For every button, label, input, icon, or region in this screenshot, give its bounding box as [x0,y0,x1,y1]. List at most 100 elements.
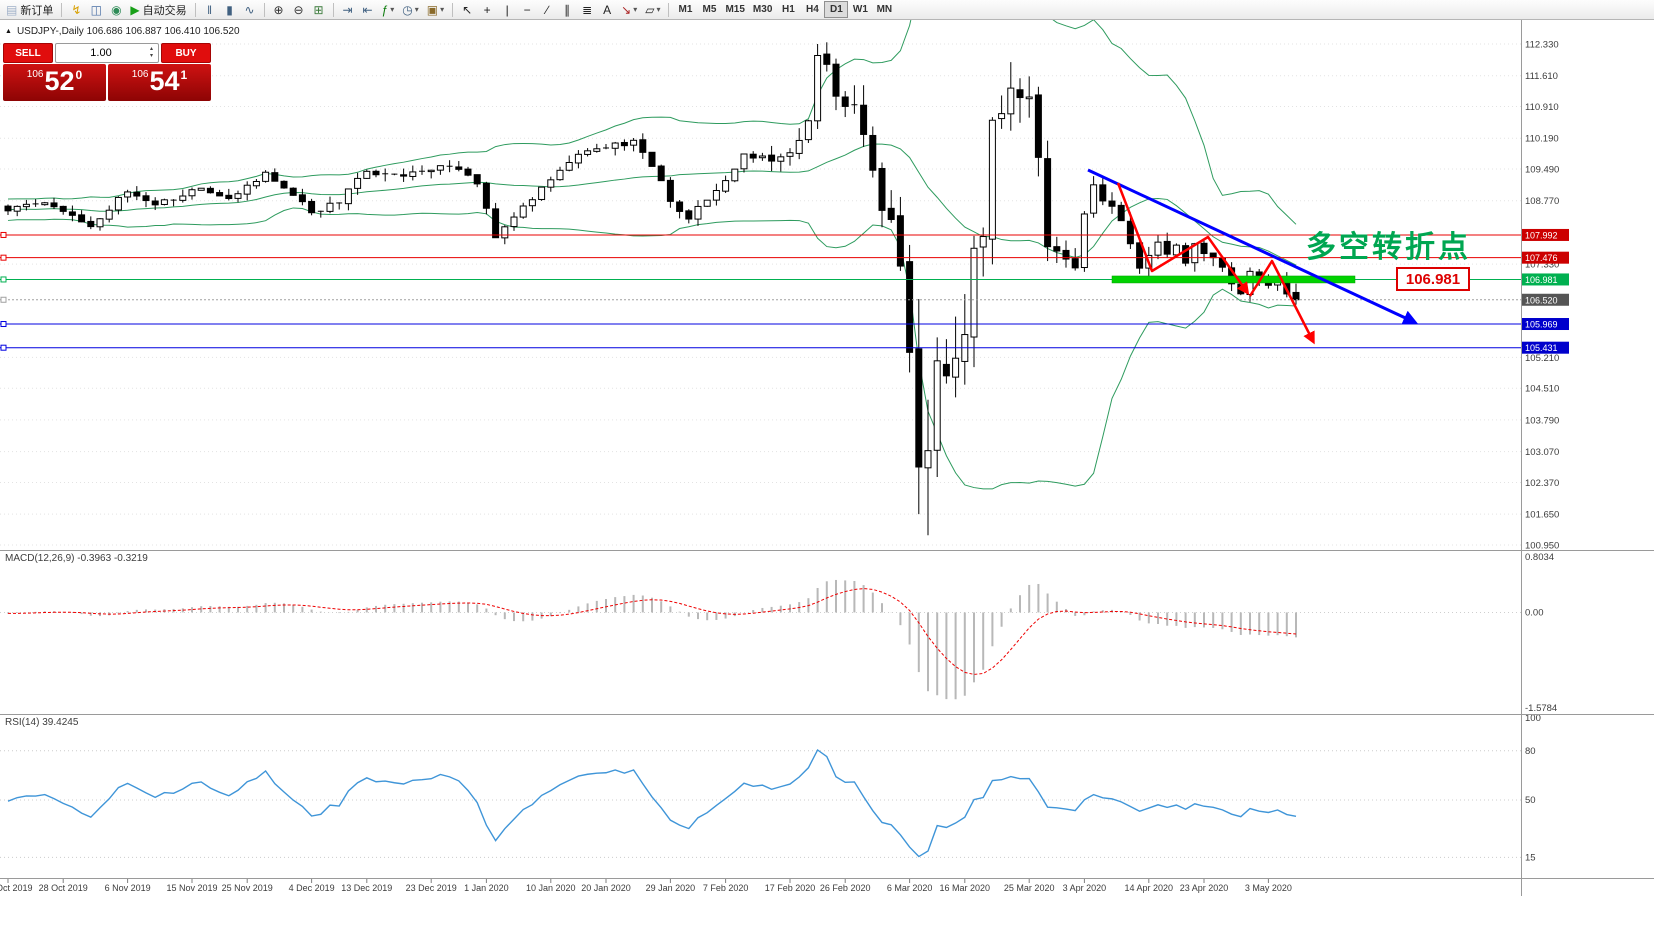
tf-m1[interactable]: M1 [678,4,693,15]
rsi-label: RSI(14) 39.4245 [5,717,79,728]
periods-icon[interactable]: ◷ ▾ [398,1,423,19]
volume-spinner[interactable]: ▴ ▾ [146,44,157,62]
svg-text:112.330: 112.330 [1525,40,1559,51]
new-order-button: ▤ [6,2,18,17]
svg-text:13 Dec 2019: 13 Dec 2019 [341,883,392,893]
sell-label-button[interactable]: SELL [3,43,53,63]
autotrade-button[interactable]: ▶ 自动交易 [126,1,190,19]
spin-up-icon[interactable]: ▴ [149,46,153,52]
candles-layer[interactable] [4,42,1300,536]
svg-text:25 Nov 2019: 25 Nov 2019 [222,883,273,893]
svg-text:107.476: 107.476 [1525,253,1558,263]
candlestick-icon[interactable]: ▮ [220,1,240,19]
svg-text:16 Mar 2020: 16 Mar 2020 [940,883,991,893]
macd-label: MACD(12,26,9) -0.3963 -0.3219 [5,553,148,564]
spin-down-icon[interactable]: ▾ [149,53,153,59]
auto-scroll-icon: ⇥ [342,2,353,17]
price-axis-labels: 112.330 111.610 110.910 110.190 109.490 108.7… [1525,40,1559,552]
drawings-layer[interactable] [1087,168,1419,345]
buy-price-main: 54 [149,66,180,96]
cursor-icon[interactable]: ↖ [457,1,477,19]
trendline [1087,168,1419,325]
line-chart-icon[interactable]: ∿ [240,1,260,19]
svg-text:107.330: 107.330 [1525,260,1559,271]
sell-price-sup: 0 [75,68,83,82]
chart-annotation-text[interactable]: 多空转折点 [1306,230,1471,265]
support-zone-bar [1111,275,1356,284]
svg-text:25 Mar 2020: 25 Mar 2020 [1004,883,1055,893]
channel-icon[interactable]: ∥ [557,1,577,19]
vertical-line-icon[interactable]: | [497,1,517,19]
templates-icon[interactable]: ▣ ▾ [423,1,448,19]
chart-window-icon[interactable]: ◫ [86,1,106,19]
channel-icon: ∥ [564,2,571,17]
market-watch-icon[interactable]: ◉ [106,1,126,19]
text-icon: A [603,2,612,17]
tf-mn[interactable]: MN [876,4,893,15]
svg-text:15 Nov 2019: 15 Nov 2019 [166,883,217,893]
sell-price-main: 52 [44,66,75,96]
panel-borders[interactable] [0,20,1654,896]
zoom-out-icon[interactable]: ⊖ [289,1,309,19]
svg-text:28 Oct 2019: 28 Oct 2019 [39,883,88,893]
volume-input[interactable] [56,47,158,59]
svg-text:111.610: 111.610 [1525,71,1558,82]
autotrade-button-label: 自动交易 [142,4,187,17]
svg-text:105.969: 105.969 [1525,320,1558,330]
trendline-icon: ∕ [546,2,549,17]
chevron-down-icon: ▾ [390,5,395,14]
new-order-button[interactable]: ▤ 新订单 [2,1,57,19]
shapes-icon: ▱ [645,2,655,17]
chart-canvas[interactable]: 112.330 111.610 110.910 110.190 109.490 108.7… [0,20,1654,896]
chart-shift-icon[interactable]: ⇤ [358,1,378,19]
tf-w1[interactable]: W1 [852,4,868,15]
horizontal-line-icon: − [523,2,531,17]
macd-panel: 0.8034 0.00 -1.5784 [0,552,1557,714]
svg-text:1 Jan 2020: 1 Jan 2020 [464,883,509,893]
trendline-icon[interactable]: ∕ [537,1,557,19]
svg-text:18 Oct 2019: 18 Oct 2019 [0,883,33,893]
svg-text:3 May 2020: 3 May 2020 [1245,883,1292,893]
volume-field-wrap: ▴ ▾ [55,43,159,63]
horizontal-levels[interactable]: 107.992 107.476 106.981 106.520 105.969 105.4… [0,228,1569,354]
chevron-down-icon: ▾ [440,5,445,14]
svg-text:103.790: 103.790 [1525,415,1559,426]
rsi-panel: 100 80 50 15 [0,713,1541,863]
collapse-icon[interactable]: ▲ [5,28,12,35]
tf-d1[interactable]: D1 [824,1,849,18]
buy-label-button[interactable]: BUY [161,43,211,63]
svg-text:106.981: 106.981 [1525,275,1558,285]
alerts-icon[interactable]: ↯ [66,1,86,19]
arrows-icon[interactable]: ↘ ▾ [617,1,641,19]
one-click-trading-panel: SELL ▴ ▾ BUY 106 52 0 106 54 1 [3,43,211,101]
svg-text:101.650: 101.650 [1525,510,1559,521]
svg-text:0.8034: 0.8034 [1525,552,1554,563]
red-arrow-1 [1116,182,1250,296]
auto-scroll-icon[interactable]: ⇥ [338,1,358,19]
shapes-icon[interactable]: ▱ ▾ [641,1,664,19]
sell-price-button[interactable]: 106 52 0 [3,64,106,101]
crosshair-icon[interactable]: + [477,1,497,19]
svg-text:105.431: 105.431 [1525,343,1558,353]
fibonacci-icon[interactable]: ≣ [577,1,597,19]
svg-text:110.910: 110.910 [1525,102,1559,113]
buy-price-button[interactable]: 106 54 1 [108,64,211,101]
crosshair-icon: + [483,2,491,17]
text-icon[interactable]: A [597,1,617,19]
bar-chart-icon: ‖ [207,2,213,17]
tf-m30[interactable]: M30 [752,4,773,15]
tf-h4[interactable]: H4 [805,4,819,15]
toolbar-separator [452,2,454,17]
price-tag-label[interactable]: 106.981 [1396,267,1470,291]
horizontal-line-icon[interactable]: − [517,1,537,19]
indicators-icon[interactable]: ƒ ▾ [378,1,399,19]
svg-text:23 Dec 2019: 23 Dec 2019 [406,883,457,893]
grid-icon[interactable]: ⊞ [309,1,329,19]
svg-text:15: 15 [1525,852,1536,863]
tf-m15[interactable]: M15 [725,4,745,15]
tf-m5[interactable]: M5 [702,4,717,15]
alerts-icon: ↯ [71,2,82,17]
zoom-in-icon[interactable]: ⊕ [269,1,289,19]
tf-h1[interactable]: H1 [781,4,795,15]
bar-chart-icon[interactable]: ‖ [200,1,220,19]
